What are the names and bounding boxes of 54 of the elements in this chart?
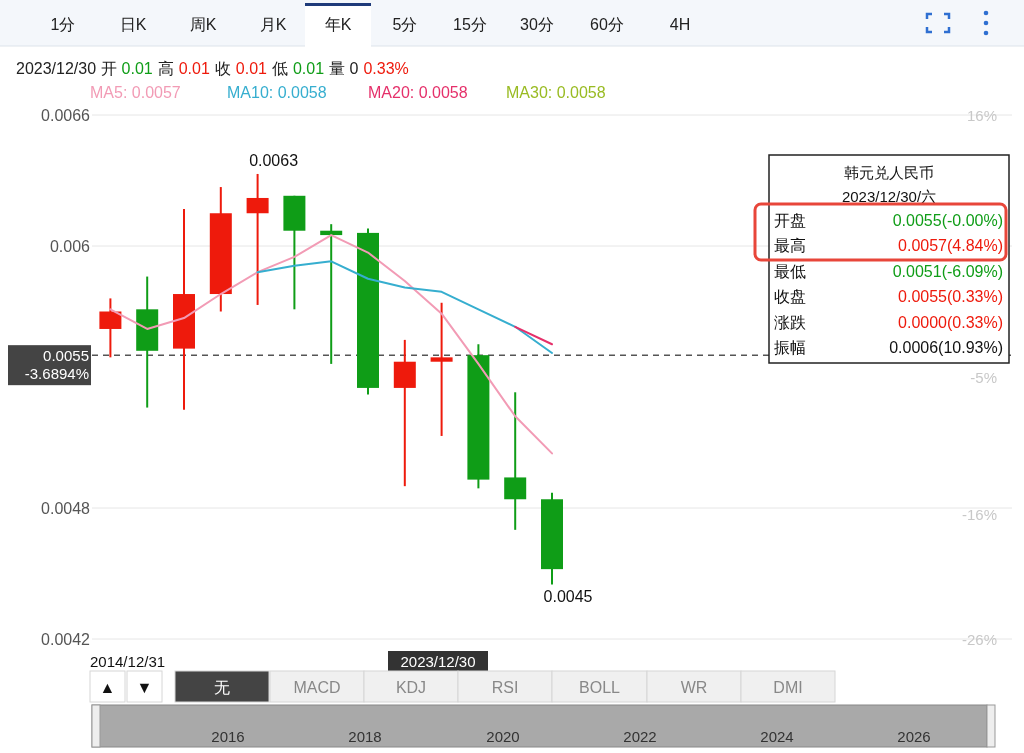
text: 量 0 xyxy=(329,60,359,77)
text: MA5: 0.0057 xyxy=(90,84,181,101)
text: RSI xyxy=(491,679,519,696)
annotation: 韩元兑人民币 xyxy=(844,164,934,181)
text: 高 xyxy=(157,60,174,77)
text: ▼ xyxy=(136,679,153,696)
y-tick-label: 0.0042 xyxy=(41,631,91,648)
annotation: 0.0055(-0.00%) xyxy=(892,212,1003,229)
text: 0.01 xyxy=(121,60,153,77)
text: 2024 xyxy=(760,728,794,745)
annotation: 0.0045 xyxy=(543,588,593,606)
y-tick-label: 0.0066 xyxy=(41,107,91,124)
annotation: 0.0055(0.33%) xyxy=(898,288,1003,306)
text: MA10: 0.0058 xyxy=(227,84,327,101)
line-series xyxy=(256,260,553,354)
text: 2020 xyxy=(486,728,520,745)
tabs: 1分 日K 周K 月K 年K 5分 15分 30分 60分 4H xyxy=(0,0,1024,47)
y-tick-label: 0.006 xyxy=(49,238,91,255)
legend-label: MA30: 0.0058 xyxy=(506,84,606,101)
annotation: 振幅 xyxy=(774,339,806,356)
ref-line-label: 0.0055 xyxy=(43,347,89,365)
text: BOLL xyxy=(579,679,621,696)
text: WR xyxy=(680,679,708,696)
text: 0.01 xyxy=(178,60,210,77)
annotation: 0.0051(-6.09%) xyxy=(892,262,1003,280)
text: 2022 xyxy=(623,728,657,745)
text: 低 xyxy=(271,60,288,77)
y-tick-label: 0.0048 xyxy=(41,500,91,517)
text: KDJ xyxy=(395,679,427,696)
text: DMI xyxy=(773,679,803,696)
text: 收 xyxy=(214,60,231,77)
annotation: 涨跌 xyxy=(774,313,806,331)
text: 无 xyxy=(214,679,230,696)
text: 2026 xyxy=(897,728,931,745)
text: 2014/12/31 xyxy=(90,653,166,670)
annotation: 0.0063 xyxy=(249,151,299,169)
annotation: 0.0057(4.84%) xyxy=(898,237,1003,255)
text: 0.01 xyxy=(292,60,325,77)
text: MACD xyxy=(293,679,341,696)
annotation: 0.0000(0.33%) xyxy=(898,313,1003,331)
text: 2023/12/30 开 xyxy=(16,60,117,77)
text: MA20: 0.0058 xyxy=(368,84,468,101)
text: 2018 xyxy=(348,728,382,745)
text: 0.01 xyxy=(235,60,268,77)
annotation: 最高 xyxy=(774,237,806,255)
annotation: 开盘 xyxy=(774,212,806,229)
text: -3.6894% xyxy=(24,365,89,383)
text: 0.33% xyxy=(363,60,409,77)
annotation: 最低 xyxy=(774,262,806,280)
annotation: 0.0006(10.93%) xyxy=(889,339,1003,356)
text: 2016 xyxy=(211,728,245,745)
annotation: 收盘 xyxy=(774,288,806,306)
text: 2023/12/30 xyxy=(400,653,476,670)
text: ▲ xyxy=(99,679,116,696)
